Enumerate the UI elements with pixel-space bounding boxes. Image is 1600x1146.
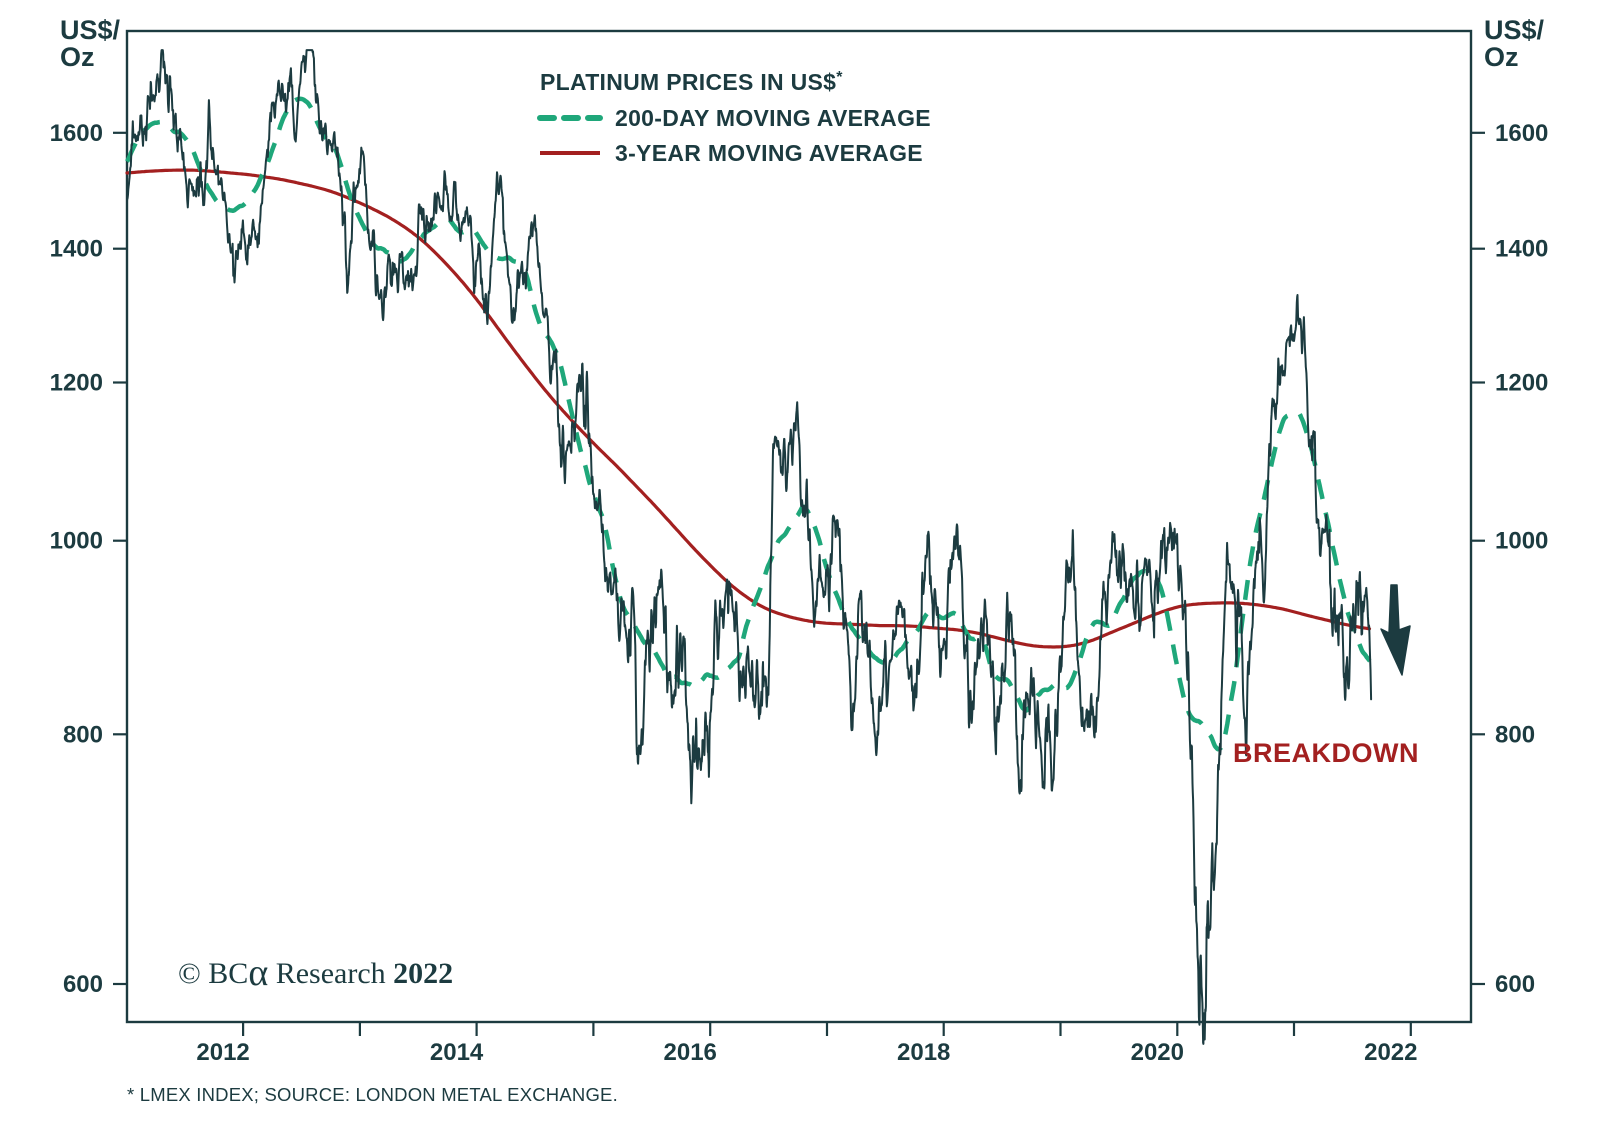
svg-text:1600: 1600 xyxy=(1495,120,1548,147)
svg-text:2018: 2018 xyxy=(897,1039,950,1066)
svg-text:200-DAY MOVING AVERAGE: 200-DAY MOVING AVERAGE xyxy=(615,105,931,131)
svg-text:PLATINUM PRICES IN US$*: PLATINUM PRICES IN US$* xyxy=(540,69,843,95)
svg-text:3-YEAR MOVING AVERAGE: 3-YEAR MOVING AVERAGE xyxy=(615,140,923,166)
svg-text:BREAKDOWN: BREAKDOWN xyxy=(1233,738,1419,768)
svg-text:US$/: US$/ xyxy=(60,15,121,45)
svg-text:1000: 1000 xyxy=(1495,528,1548,555)
svg-text:600: 600 xyxy=(63,971,103,998)
svg-text:1600: 1600 xyxy=(50,120,103,147)
svg-text:2016: 2016 xyxy=(664,1039,717,1066)
svg-text:© BCα Research 2022: © BCα Research 2022 xyxy=(178,952,453,994)
svg-text:1000: 1000 xyxy=(50,528,103,555)
svg-text:800: 800 xyxy=(63,721,103,748)
svg-text:* LMEX INDEX; SOURCE: LONDON M: * LMEX INDEX; SOURCE: LONDON METAL EXCHA… xyxy=(127,1084,618,1105)
svg-text:2012: 2012 xyxy=(196,1039,249,1066)
svg-text:800: 800 xyxy=(1495,721,1535,748)
svg-text:1200: 1200 xyxy=(50,370,103,397)
svg-text:2020: 2020 xyxy=(1131,1039,1184,1066)
svg-text:US$/: US$/ xyxy=(1484,15,1545,45)
svg-text:2022: 2022 xyxy=(1364,1039,1417,1066)
svg-text:1400: 1400 xyxy=(1495,236,1548,263)
svg-text:Oz: Oz xyxy=(60,42,95,72)
svg-text:600: 600 xyxy=(1495,971,1535,998)
svg-text:1400: 1400 xyxy=(50,236,103,263)
svg-text:2014: 2014 xyxy=(430,1039,484,1066)
svg-text:1200: 1200 xyxy=(1495,370,1548,397)
svg-text:Oz: Oz xyxy=(1484,42,1519,72)
